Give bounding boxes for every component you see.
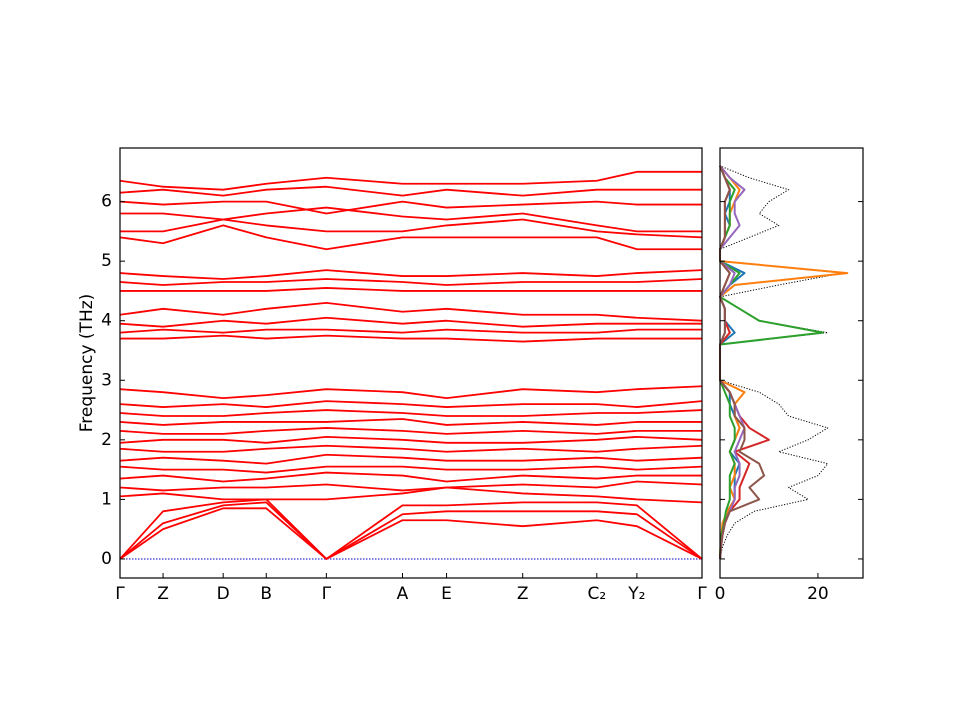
x-tick-label: A	[397, 584, 409, 604]
band-line	[119, 269, 703, 280]
band-line	[120, 287, 702, 292]
x-tick-label: 20	[807, 584, 829, 604]
y-tick-label: 6	[101, 192, 112, 212]
band-line	[119, 444, 703, 453]
band-line	[120, 334, 702, 343]
band-line	[119, 278, 703, 286]
y-tick-label: 2	[101, 430, 112, 450]
x-tick-label: Γ	[697, 584, 707, 604]
x-tick-label: Y₂	[627, 584, 645, 604]
x-tick-label: C₂	[587, 584, 606, 604]
band-line	[119, 224, 702, 251]
band-line	[119, 316, 702, 328]
band-line	[119, 501, 703, 560]
y-tick-label: 3	[101, 370, 112, 390]
band-line	[119, 185, 702, 197]
band-line	[119, 170, 702, 191]
dos-frame	[719, 147, 864, 579]
band-line	[119, 328, 702, 334]
band-line	[119, 301, 703, 322]
band-line	[119, 486, 703, 504]
x-tick-label: B	[260, 584, 272, 604]
band-line	[119, 435, 703, 444]
band-line	[119, 507, 703, 560]
x-tick-label: E	[441, 584, 452, 604]
x-tick-label: 0	[715, 584, 726, 604]
band-line	[119, 200, 702, 215]
band-line	[119, 427, 702, 435]
x-tick-label: Γ	[115, 584, 125, 604]
band-line	[119, 385, 703, 400]
y-tick-label: 1	[101, 489, 112, 509]
band-line	[120, 206, 702, 233]
band-line	[119, 453, 703, 465]
y-axis-label: Frequency (THz)	[77, 294, 97, 433]
band-line	[119, 465, 703, 474]
band-line	[119, 409, 703, 417]
y-tick-label: 4	[101, 311, 112, 331]
band-line	[119, 400, 703, 408]
band-line	[119, 480, 703, 492]
y-tick-label: 0	[101, 549, 112, 569]
x-tick-label: Γ	[322, 584, 332, 604]
x-tick-label: Z	[517, 584, 529, 604]
band-line	[119, 418, 702, 426]
x-tick-label: D	[217, 584, 230, 604]
band-frame	[119, 147, 703, 579]
y-tick-label: 5	[101, 251, 112, 271]
x-tick-label: Z	[157, 584, 169, 604]
band-line	[119, 498, 703, 560]
band-line	[119, 471, 702, 483]
band-line	[120, 218, 703, 239]
